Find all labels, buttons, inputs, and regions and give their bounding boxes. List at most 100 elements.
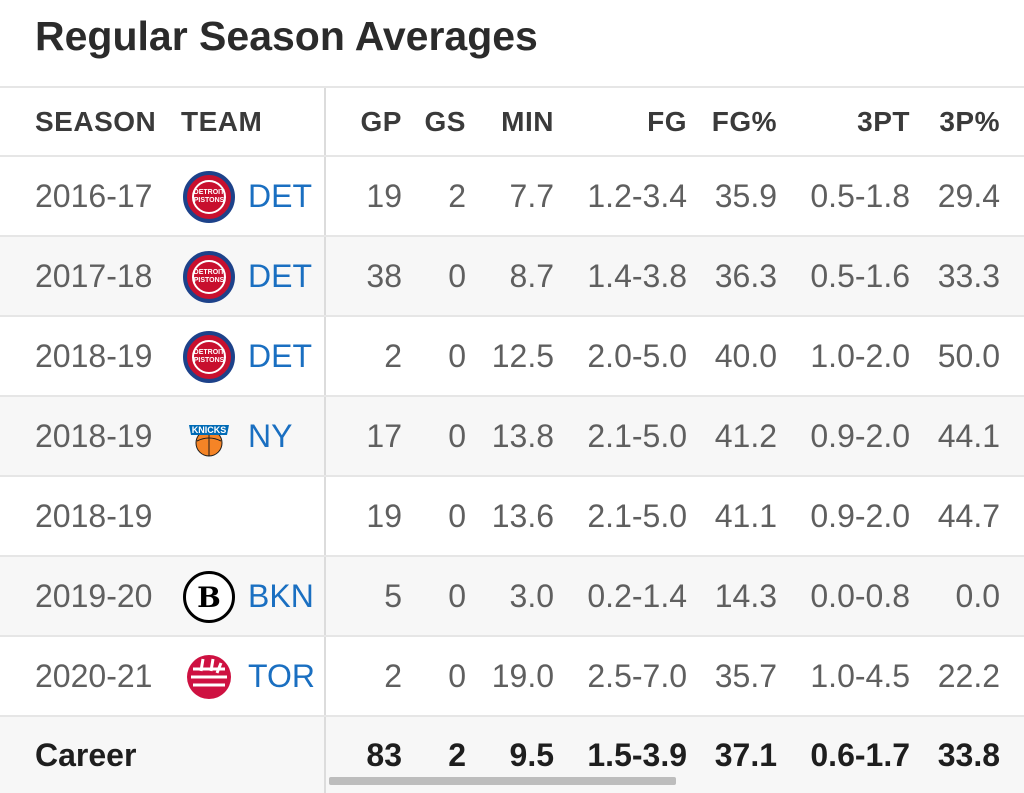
header-season[interactable]: SEASON <box>35 105 157 137</box>
gs-cell: 0 <box>448 337 466 374</box>
3p-pct-cell: 29.4 <box>937 177 1000 214</box>
3pt-cell: 0.9-2.0 <box>810 497 910 534</box>
min-cell: 9.5 <box>509 736 554 773</box>
column-divider <box>324 717 326 793</box>
pistons-logo-icon[interactable]: DETROIT PISTONS <box>183 331 235 383</box>
header-3pt[interactable]: 3PT <box>857 105 910 137</box>
page-title: Regular Season Averages <box>35 13 538 59</box>
fg-cell: 2.1-5.0 <box>587 417 687 454</box>
fg-pct-cell: 40.0 <box>714 337 777 374</box>
raptors-logo-icon[interactable] <box>183 651 235 703</box>
season-cell: 2019-20 <box>35 577 153 614</box>
header-team[interactable]: TEAM <box>181 105 263 137</box>
gs-cell: 0 <box>448 417 466 454</box>
gp-cell: 2 <box>384 657 402 694</box>
header-min[interactable]: MIN <box>501 105 554 137</box>
3pt-cell: 0.9-2.0 <box>810 417 910 454</box>
gp-cell: 19 <box>366 177 402 214</box>
gp-cell: 5 <box>384 577 402 614</box>
team-link[interactable]: DET <box>248 257 312 294</box>
gp-cell: 19 <box>366 497 402 534</box>
header-gp[interactable]: GP <box>360 105 402 137</box>
pistons-logo-text: DETROIT PISTONS <box>192 340 226 374</box>
min-cell: 8.7 <box>509 257 554 294</box>
season-cell: 2018-19 <box>35 337 153 374</box>
3pt-cell: 0.5-1.8 <box>810 177 910 214</box>
team-link[interactable]: DET <box>248 337 312 374</box>
min-cell: 3.0 <box>509 577 554 614</box>
table-row: 2018-19 DETROIT PISTONS DET 2 0 12.5 2.0… <box>0 317 1024 397</box>
fg-pct-cell: 37.1 <box>714 736 777 773</box>
fg-pct-cell: 35.7 <box>714 657 777 694</box>
horizontal-scrollbar[interactable] <box>329 777 676 785</box>
3pt-cell: 0.6-1.7 <box>810 736 910 773</box>
3p-pct-cell: 44.7 <box>937 497 1000 534</box>
column-divider <box>324 637 326 715</box>
table-header-row: SEASON TEAM GP GS MIN FG FG% 3PT 3P% <box>0 86 1024 157</box>
column-divider <box>324 88 326 155</box>
header-fg-pct[interactable]: FG% <box>711 105 777 137</box>
fg-pct-cell: 41.1 <box>714 497 777 534</box>
fg-cell: 0.2-1.4 <box>587 577 687 614</box>
3p-pct-cell: 50.0 <box>937 337 1000 374</box>
header-fg[interactable]: FG <box>647 105 687 137</box>
pistons-logo-text: DETROIT PISTONS <box>192 260 226 294</box>
header-3p-pct[interactable]: 3P% <box>939 105 1000 137</box>
table-row: 2016-17 DETROIT PISTONS DET 19 2 7.7 1.2… <box>0 157 1024 237</box>
header-gs[interactable]: GS <box>424 105 466 137</box>
pistons-logo-icon[interactable]: DETROIT PISTONS <box>183 251 235 303</box>
fg-cell: 1.5-3.9 <box>587 736 687 773</box>
season-cell: 2017-18 <box>35 257 153 294</box>
svg-text:KNICKS: KNICKS <box>192 425 227 435</box>
fg-cell: 1.2-3.4 <box>587 177 687 214</box>
3pt-cell: 1.0-2.0 <box>810 337 910 374</box>
fg-pct-cell: 41.2 <box>714 417 777 454</box>
knicks-logo-svg: KNICKS <box>189 425 229 457</box>
min-cell: 13.6 <box>491 497 554 534</box>
knicks-logo-icon[interactable]: KNICKS <box>183 411 235 463</box>
fg-cell: 2.5-7.0 <box>587 657 687 694</box>
season-cell: 2020-21 <box>35 657 153 694</box>
nets-logo-icon[interactable]: B <box>183 571 235 623</box>
column-divider <box>324 397 326 475</box>
gs-cell: 0 <box>448 657 466 694</box>
3pt-cell: 0.0-0.8 <box>810 577 910 614</box>
gp-cell: 83 <box>366 736 402 773</box>
table-row: 2018-19 KNICKS NY 17 0 13.8 2.1-5.0 41.2… <box>0 397 1024 477</box>
season-cell: 2018-19 <box>35 497 153 534</box>
fg-cell: 2.1-5.0 <box>587 497 687 534</box>
3p-pct-cell: 33.3 <box>937 257 1000 294</box>
3pt-cell: 1.0-4.5 <box>810 657 910 694</box>
team-link[interactable]: BKN <box>248 577 314 614</box>
3p-pct-cell: 44.1 <box>937 417 1000 454</box>
column-divider <box>324 317 326 395</box>
fg-pct-cell: 14.3 <box>714 577 777 614</box>
column-divider <box>324 557 326 635</box>
career-label: Career <box>35 736 137 773</box>
gs-cell: 0 <box>448 257 466 294</box>
pistons-logo-icon[interactable]: DETROIT PISTONS <box>183 171 235 223</box>
column-divider <box>324 237 326 315</box>
3pt-cell: 0.5-1.6 <box>810 257 910 294</box>
table-row: 2019-20 B BKN 5 0 3.0 0.2-1.4 14.3 0.0-0… <box>0 557 1024 637</box>
team-link[interactable]: TOR <box>248 657 315 694</box>
min-cell: 19.0 <box>491 657 554 694</box>
3p-pct-cell: 0.0 <box>955 577 1000 614</box>
raptors-logo-svg <box>187 655 231 699</box>
fg-pct-cell: 36.3 <box>714 257 777 294</box>
3p-pct-cell: 22.2 <box>937 657 1000 694</box>
season-cell: 2018-19 <box>35 417 153 454</box>
nets-logo-letter: B <box>197 580 221 614</box>
season-cell: 2016-17 <box>35 177 153 214</box>
team-link[interactable]: DET <box>248 177 312 214</box>
gs-cell: 2 <box>448 736 466 773</box>
gs-cell: 2 <box>448 177 466 214</box>
min-cell: 13.8 <box>491 417 554 454</box>
min-cell: 7.7 <box>509 177 554 214</box>
table-row: 2020-21 TOR 2 0 19.0 2.5-7.0 35.7 1.0-4.… <box>0 637 1024 717</box>
fg-cell: 2.0-5.0 <box>587 337 687 374</box>
gs-cell: 0 <box>448 577 466 614</box>
team-link[interactable]: NY <box>248 417 293 454</box>
gp-cell: 2 <box>384 337 402 374</box>
min-cell: 12.5 <box>491 337 554 374</box>
